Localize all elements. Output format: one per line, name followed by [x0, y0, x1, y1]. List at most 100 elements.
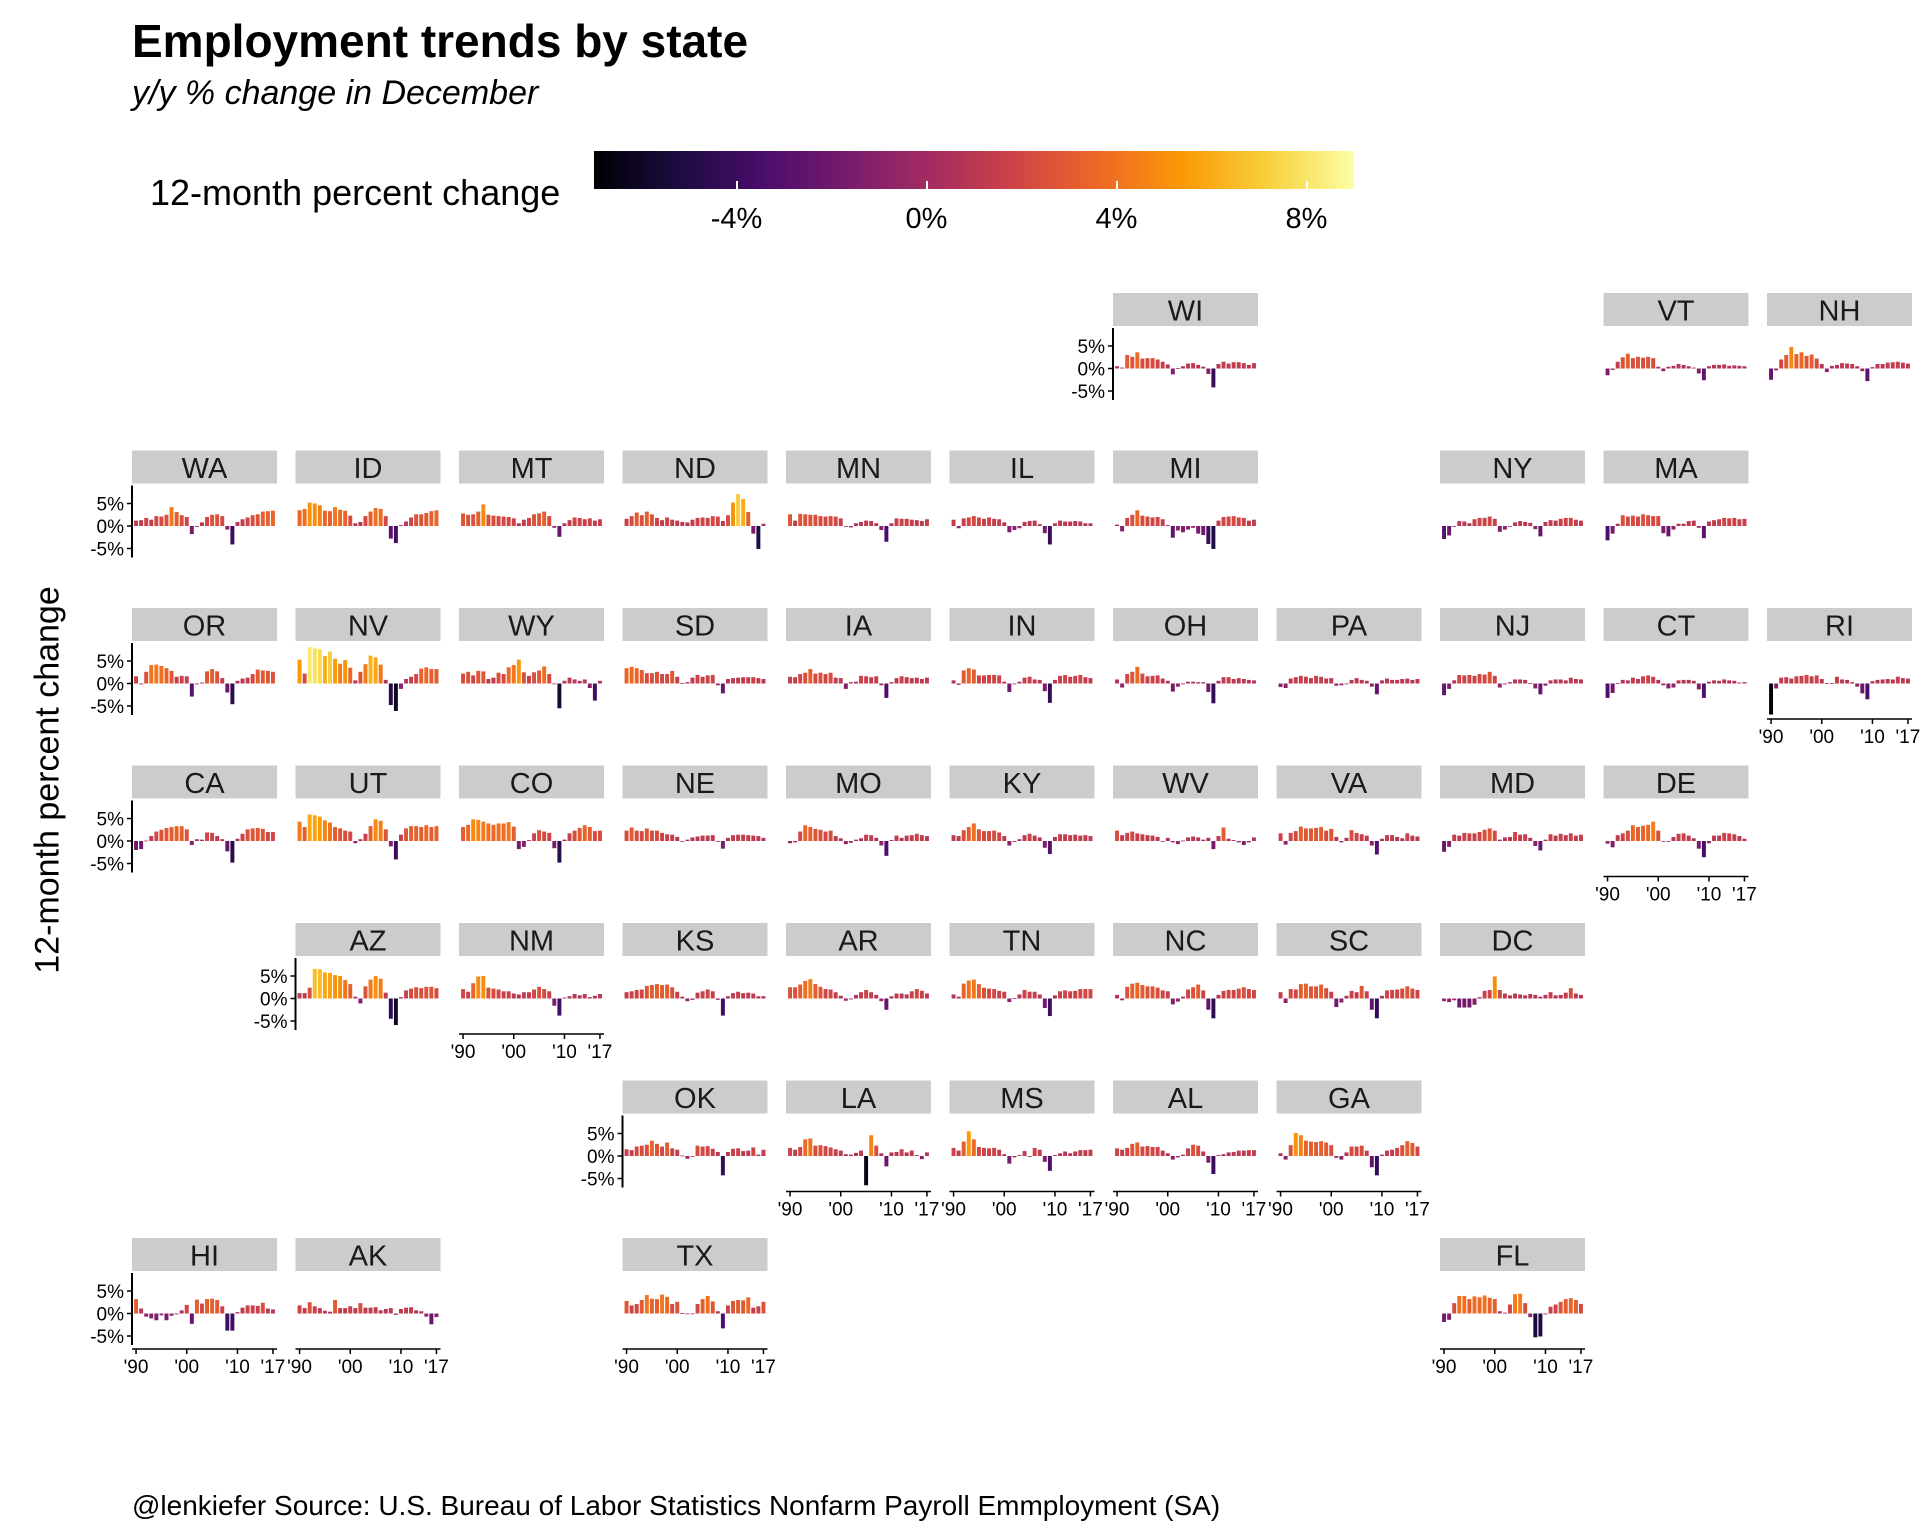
bar-pa-1991 [1283, 683, 1288, 688]
facet-strip [132, 765, 277, 799]
bar-wa-2011 [240, 519, 245, 526]
bar-ms-2007 [1037, 1149, 1042, 1156]
y-tick-label: 0% [97, 517, 125, 538]
bar-wy-1991 [466, 671, 471, 684]
bar-id-1996 [328, 511, 332, 526]
bar-ky-2010 [1052, 836, 1057, 841]
bar-dc-2012 [1553, 995, 1558, 999]
bar-fl-1990 [1442, 1313, 1447, 1323]
bar-or-2006 [215, 671, 220, 684]
bar-al-2011 [1221, 1154, 1226, 1156]
bar-nd-2016 [756, 526, 761, 549]
bar-dc-2013 [1558, 994, 1563, 999]
bar-dc-1993 [1457, 998, 1462, 1008]
bar-nh-2001 [1824, 368, 1829, 373]
bar-nd-2009 [720, 521, 725, 526]
bar-md-1990 [1442, 841, 1447, 852]
bar-wv-1992 [1125, 832, 1130, 841]
bar-wa-1993 [149, 519, 154, 526]
bar-pa-2012 [1390, 679, 1395, 684]
bar-ut-1992 [307, 814, 312, 841]
x-tick-label: '00 [174, 1357, 199, 1378]
x-tick-label: '00 [828, 1200, 853, 1221]
bar-hi-2011 [240, 1307, 245, 1314]
bar-fl-2016 [1573, 1300, 1578, 1314]
bar-id-2001 [353, 523, 358, 526]
bar-ia-2016 [919, 679, 924, 684]
bar-va-2011 [1385, 835, 1389, 841]
bar-nd-1990 [624, 518, 629, 526]
bar-la-2014 [909, 1150, 914, 1156]
bar-dc-1991 [1447, 998, 1452, 1003]
bar-ut-2006 [378, 820, 383, 841]
x-tick-label: '90 [451, 1042, 476, 1063]
bar-nv-2003 [363, 664, 368, 684]
bar-oh-1995 [1140, 673, 1145, 684]
state-panel-mo: MO [786, 765, 931, 856]
bar-sc-2007 [1364, 991, 1369, 999]
bar-vt-1991 [1610, 368, 1615, 370]
bar-va-2016 [1410, 835, 1415, 841]
bar-nd-2000 [675, 520, 680, 526]
bar-ky-2015 [1078, 835, 1083, 841]
bar-nv-2007 [383, 679, 388, 684]
bar-in-2005 [1027, 676, 1032, 684]
bar-in-2002 [1012, 683, 1017, 685]
bar-ut-2001 [353, 841, 358, 844]
bar-pa-2004 [1349, 679, 1354, 684]
bar-oh-1998 [1155, 675, 1160, 684]
bar-or-2012 [245, 677, 250, 684]
bar-in-2014 [1073, 675, 1078, 684]
bar-vt-1999 [1651, 358, 1656, 369]
bar-nc-2013 [1231, 989, 1236, 999]
bar-tn-1992 [961, 983, 966, 999]
bar-ga-2006 [1359, 1145, 1364, 1156]
bar-ma-1990 [1605, 526, 1610, 541]
bar-ar-2013 [904, 994, 909, 999]
facet-strip [295, 765, 441, 799]
bar-sd-1993 [639, 670, 644, 684]
facet-strip [459, 923, 604, 956]
bar-ks-1990 [624, 992, 629, 999]
bar-ks-2010 [725, 996, 730, 999]
bar-in-1999 [997, 675, 1002, 684]
bar-vt-2016 [1737, 365, 1742, 369]
bar-ak-2013 [414, 1310, 419, 1314]
bar-sc-1993 [1293, 989, 1298, 999]
bar-de-1990 [1605, 841, 1610, 844]
bar-ak-1993 [312, 1306, 317, 1314]
x-tick-label: '10 [552, 1042, 577, 1063]
bar-ca-1994 [154, 831, 159, 841]
bar-id-2002 [358, 521, 363, 526]
y-tick-label: 5% [97, 810, 125, 831]
bar-oh-2004 [1186, 681, 1191, 684]
bar-il-1998 [992, 518, 997, 526]
bar-co-1993 [476, 819, 481, 841]
bar-nh-2004 [1840, 363, 1845, 369]
bar-ks-2008 [715, 998, 720, 1000]
state-panel-wv: WV [1113, 765, 1258, 850]
bar-de-2001 [1661, 841, 1666, 842]
bar-wv-1994 [1135, 833, 1140, 841]
bar-ma-1992 [1615, 523, 1620, 526]
bar-ok-2013 [741, 1151, 746, 1156]
bar-ia-2009 [884, 683, 889, 698]
bar-tx-2003 [690, 1313, 695, 1315]
bar-mn-2007 [874, 523, 879, 526]
bar-al-2007 [1201, 1151, 1206, 1156]
facet-label: NH [1819, 296, 1861, 328]
bar-ne-1998 [665, 834, 670, 841]
bar-or-2002 [194, 683, 199, 685]
bar-de-2007 [1691, 838, 1696, 841]
facet-strip [1603, 765, 1749, 799]
bar-ky-1995 [976, 829, 981, 841]
bar-nm-2012 [572, 994, 577, 999]
facet-strip [786, 923, 931, 956]
legend-tick-label: 4% [1095, 203, 1138, 235]
bar-nd-1992 [634, 512, 639, 526]
bar-wa-2006 [215, 514, 220, 526]
bar-nc-1990 [1115, 994, 1120, 999]
bar-md-2003 [1507, 836, 1512, 841]
bar-ga-2003 [1344, 1152, 1349, 1156]
bar-ca-1990 [134, 841, 139, 850]
